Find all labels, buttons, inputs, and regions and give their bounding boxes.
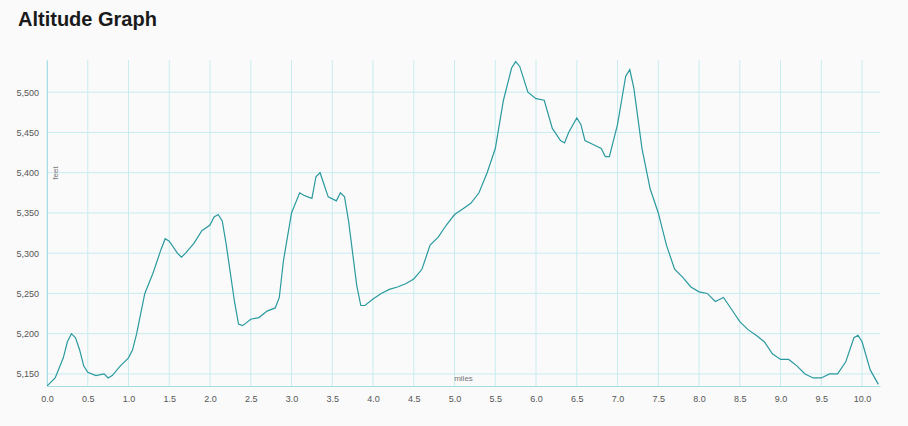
- plot: 0.0 0.5 1.0 1.5 2.0 2.5 3.0 3.5 4.0 4.5 5.0 5.5 6.0 6…: [16, 60, 880, 404]
- altitude-line: [47, 62, 878, 386]
- tick: 9.0: [775, 386, 788, 404]
- tick: 2.0: [204, 386, 217, 404]
- grid-line-y: [47, 172, 880, 173]
- tick-label: 5,200: [16, 329, 39, 339]
- grid-line-x: [862, 60, 863, 386]
- grid-line-y: [47, 132, 880, 133]
- grid-line-x: [658, 60, 659, 386]
- tick: 8.5: [734, 386, 747, 404]
- title: Altitude Graph: [18, 8, 157, 30]
- tick-label: 5,450: [16, 128, 39, 138]
- tick-label: 4.5: [408, 394, 421, 404]
- grid-line-x: [495, 60, 496, 386]
- tick: 5,300: [16, 249, 47, 259]
- tick-label: 0.5: [82, 394, 95, 404]
- tick-label: 9.0: [775, 394, 788, 404]
- x-axis-title: miles: [454, 374, 473, 383]
- tick: 4.0: [367, 386, 380, 404]
- grid-line-x: [617, 60, 618, 386]
- tick-label: 5,250: [16, 289, 39, 299]
- tick: 8.0: [693, 386, 706, 404]
- tick-label: 5,500: [16, 88, 39, 98]
- axis-line: [48, 386, 881, 387]
- tick-label: 5,400: [16, 168, 39, 178]
- grid-line-x: [739, 60, 740, 386]
- tick: 7.5: [653, 386, 666, 404]
- tick-label: 10.0: [854, 394, 872, 404]
- x-axis: 0.0 0.5 1.0 1.5 2.0 2.5 3.0 3.5 4.0 4.5 5.0 5.5 6.0 6…: [41, 386, 880, 404]
- tick-label: 5.5: [490, 394, 503, 404]
- tick-label: 6.5: [571, 394, 584, 404]
- tick-label: 9.5: [816, 394, 829, 404]
- tick-label: 5,350: [16, 208, 39, 218]
- tick: 6.0: [530, 386, 543, 404]
- tick: 10.0: [854, 386, 872, 404]
- grid-line-x: [576, 60, 577, 386]
- grid-line-x: [87, 60, 88, 386]
- tick-label: 0.0: [41, 394, 54, 404]
- tick: 1.5: [164, 386, 177, 404]
- grid-line-y: [47, 253, 880, 254]
- grid-line-x: [373, 60, 374, 386]
- grid-line-y: [47, 293, 880, 294]
- tick-label: 5,150: [16, 369, 39, 379]
- tick: 5,250: [16, 289, 47, 299]
- grid-line-x: [47, 60, 48, 386]
- tick: 3.0: [286, 386, 299, 404]
- tick: 5.0: [449, 386, 462, 404]
- tick: 5,400: [16, 168, 47, 178]
- tick: 5,150: [16, 369, 47, 379]
- tick-label: 7.5: [653, 394, 666, 404]
- axis-line: [47, 61, 48, 387]
- tick-label: 4.0: [367, 394, 380, 404]
- tick-label: 8.0: [693, 394, 706, 404]
- series: [47, 62, 878, 386]
- tick: 2.5: [245, 386, 258, 404]
- tick-label: 5,300: [16, 249, 39, 259]
- tick: 3.5: [327, 386, 340, 404]
- tick: 7.0: [612, 386, 625, 404]
- tick-label: 6.0: [530, 394, 543, 404]
- grid-line-x: [291, 60, 292, 386]
- tick: 5,350: [16, 208, 47, 218]
- y-axis-title: feet: [51, 166, 60, 180]
- tick-label: 2.5: [245, 394, 258, 404]
- tick-label: 3.5: [327, 394, 340, 404]
- grid-line-x: [780, 60, 781, 386]
- tick-label: 7.0: [612, 394, 625, 404]
- tick: 5.5: [490, 386, 503, 404]
- tick: 4.5: [408, 386, 421, 404]
- grid-line-x: [454, 60, 455, 386]
- y-axis: 5,150 5,200 5,250 5,300 5,350 5,400 5,450 5,500: [16, 61, 47, 387]
- grid-line-x: [169, 60, 170, 386]
- grid-line-x: [250, 60, 251, 386]
- tick-label: 1.0: [123, 394, 136, 404]
- tick: 0.0: [41, 386, 54, 404]
- tick-label: 2.0: [204, 394, 217, 404]
- chart: Altitude Graph 0.0 0.5 1.0 1.5 2.0 2.5 3.0 3.5 4.…: [0, 0, 908, 426]
- tick: 5,200: [16, 329, 47, 339]
- grid-line-y: [47, 92, 880, 93]
- tick-label: 1.5: [164, 394, 177, 404]
- tick: 6.5: [571, 386, 584, 404]
- tick: 1.0: [123, 386, 136, 404]
- tick-label: 8.5: [734, 394, 747, 404]
- tick: 5,500: [16, 88, 47, 98]
- grid-line-x: [128, 60, 129, 386]
- tick: 0.5: [82, 386, 95, 404]
- grid-line-x: [821, 60, 822, 386]
- tick: 9.5: [816, 386, 829, 404]
- grid-line-x: [413, 60, 414, 386]
- tick: 5,450: [16, 128, 47, 138]
- grid-line-x: [536, 60, 537, 386]
- grid-line-x: [699, 60, 700, 386]
- tick-label: 3.0: [286, 394, 299, 404]
- grid-line-x: [332, 60, 333, 386]
- tick-label: 5.0: [449, 394, 462, 404]
- grid: [47, 60, 880, 386]
- grid-line-y: [47, 212, 880, 213]
